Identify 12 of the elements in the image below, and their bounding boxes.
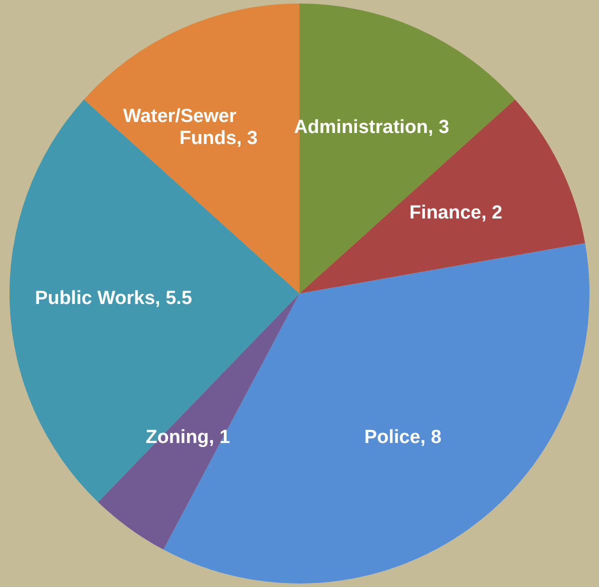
data-label: , 5.5 <box>155 288 192 309</box>
data-label: , 3 <box>428 117 450 138</box>
data-label: , 1 <box>208 426 230 448</box>
slice-label: Water/Sewer Funds <box>123 106 238 150</box>
data-label: , 8 <box>420 426 442 448</box>
slice-label: Zoning <box>146 426 209 448</box>
slice-label: Public Works <box>35 288 156 309</box>
data-label: , 2 <box>481 202 502 224</box>
data-label: , 3 <box>236 128 258 150</box>
slice-label: Finance <box>409 202 482 224</box>
slice-label: Administration <box>294 117 428 138</box>
slice-label: Police <box>364 426 420 448</box>
